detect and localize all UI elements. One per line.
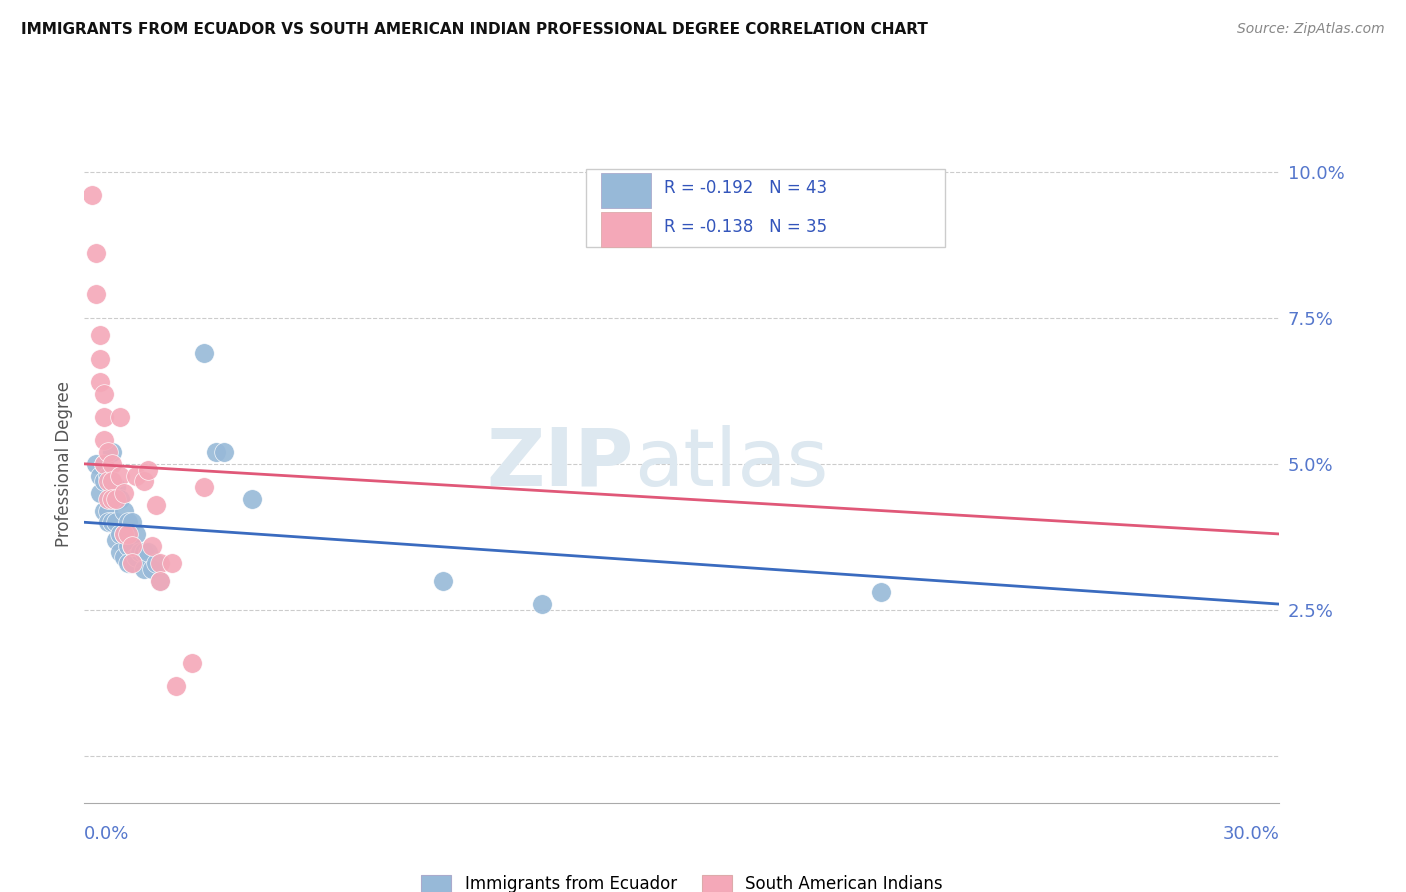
- Text: atlas: atlas: [634, 425, 828, 503]
- Point: [97, 503, 120, 517]
- Point: [212, 445, 235, 459]
- Text: 30.0%: 30.0%: [1223, 825, 1279, 843]
- Text: ZIP: ZIP: [486, 425, 634, 503]
- Point: [112, 503, 135, 517]
- Point: [101, 491, 124, 506]
- FancyBboxPatch shape: [586, 169, 945, 247]
- Point: [145, 498, 167, 512]
- Point: [97, 468, 120, 483]
- Text: R = -0.138   N = 35: R = -0.138 N = 35: [664, 219, 827, 236]
- Point: [149, 574, 172, 588]
- Point: [93, 503, 115, 517]
- Point: [141, 562, 163, 576]
- Point: [110, 544, 132, 558]
- Point: [86, 287, 108, 301]
- Point: [97, 475, 120, 489]
- Point: [432, 574, 454, 588]
- Point: [101, 475, 124, 489]
- Point: [89, 486, 111, 500]
- Point: [93, 457, 115, 471]
- Point: [93, 386, 115, 401]
- Point: [125, 550, 148, 565]
- Point: [132, 475, 156, 489]
- Point: [193, 480, 215, 494]
- Text: R = -0.192   N = 43: R = -0.192 N = 43: [664, 179, 827, 197]
- Point: [89, 328, 111, 343]
- Point: [112, 550, 135, 565]
- Point: [125, 468, 148, 483]
- Point: [149, 574, 172, 588]
- Point: [160, 556, 183, 570]
- Point: [121, 539, 143, 553]
- Y-axis label: Professional Degree: Professional Degree: [55, 381, 73, 547]
- Point: [89, 351, 111, 366]
- Point: [121, 516, 143, 530]
- Point: [117, 516, 139, 530]
- Point: [97, 516, 120, 530]
- Point: [117, 539, 139, 553]
- Text: IMMIGRANTS FROM ECUADOR VS SOUTH AMERICAN INDIAN PROFESSIONAL DEGREE CORRELATION: IMMIGRANTS FROM ECUADOR VS SOUTH AMERICA…: [21, 22, 928, 37]
- Point: [180, 656, 204, 670]
- Point: [86, 457, 108, 471]
- Point: [110, 527, 132, 541]
- Point: [240, 491, 263, 506]
- Point: [112, 527, 135, 541]
- Point: [121, 539, 143, 553]
- Point: [93, 475, 115, 489]
- Point: [149, 556, 172, 570]
- Point: [129, 544, 152, 558]
- Point: [117, 556, 139, 570]
- FancyBboxPatch shape: [600, 173, 651, 209]
- Point: [89, 375, 111, 389]
- Point: [105, 516, 128, 530]
- FancyBboxPatch shape: [600, 212, 651, 247]
- Text: 0.0%: 0.0%: [84, 825, 129, 843]
- Point: [110, 468, 132, 483]
- Point: [132, 562, 156, 576]
- Point: [97, 445, 120, 459]
- Point: [165, 679, 187, 693]
- Point: [105, 491, 128, 506]
- Point: [136, 544, 159, 558]
- Point: [117, 527, 139, 541]
- Point: [101, 445, 124, 459]
- Point: [136, 463, 159, 477]
- Point: [132, 544, 156, 558]
- Point: [93, 410, 115, 425]
- Point: [110, 491, 132, 506]
- Point: [110, 410, 132, 425]
- Point: [97, 491, 120, 506]
- Point: [121, 556, 143, 570]
- Point: [105, 480, 128, 494]
- Point: [121, 556, 143, 570]
- Text: Source: ZipAtlas.com: Source: ZipAtlas.com: [1237, 22, 1385, 37]
- Point: [101, 480, 124, 494]
- Point: [125, 527, 148, 541]
- Point: [89, 468, 111, 483]
- Point: [112, 486, 135, 500]
- Point: [193, 346, 215, 360]
- Point: [531, 597, 554, 611]
- Point: [86, 246, 108, 260]
- Point: [101, 516, 124, 530]
- Point: [870, 585, 893, 599]
- Point: [82, 188, 104, 202]
- Point: [105, 533, 128, 547]
- Point: [141, 539, 163, 553]
- Legend: Immigrants from Ecuador, South American Indians: Immigrants from Ecuador, South American …: [415, 868, 949, 892]
- Point: [93, 457, 115, 471]
- Point: [112, 527, 135, 541]
- Point: [101, 457, 124, 471]
- Point: [93, 434, 115, 448]
- Point: [205, 445, 228, 459]
- Point: [145, 556, 167, 570]
